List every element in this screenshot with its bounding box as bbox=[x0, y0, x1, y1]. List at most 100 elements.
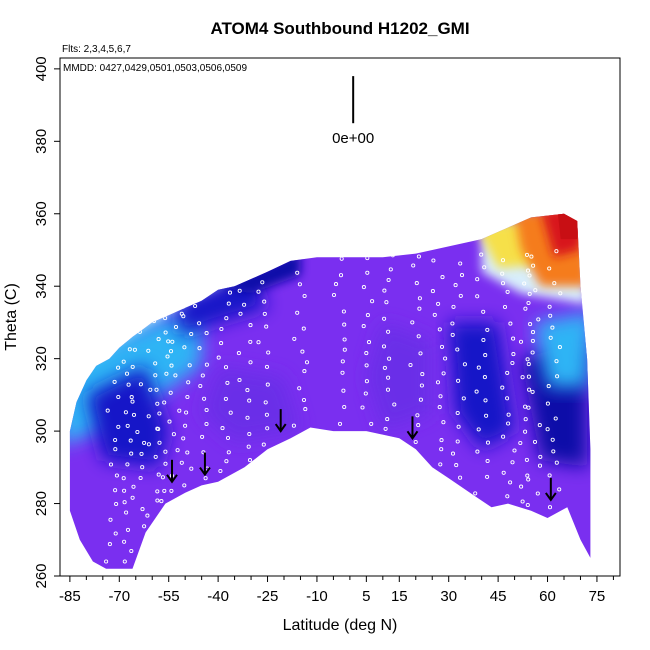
observation-marker bbox=[142, 524, 147, 529]
observation-marker bbox=[176, 254, 182, 260]
observation-marker bbox=[200, 434, 205, 439]
observation-marker bbox=[226, 253, 231, 259]
observation-marker bbox=[122, 559, 127, 564]
observation-marker bbox=[303, 407, 308, 412]
observation-marker bbox=[526, 374, 531, 379]
observation-marker bbox=[125, 423, 130, 428]
observation-marker bbox=[142, 440, 147, 445]
observation-marker bbox=[260, 280, 265, 285]
observation-marker bbox=[122, 539, 127, 544]
observation-marker bbox=[170, 339, 175, 344]
observation-marker bbox=[360, 405, 365, 410]
observation-marker bbox=[523, 404, 528, 409]
observation-marker bbox=[441, 420, 446, 425]
observation-marker bbox=[432, 312, 437, 317]
observation-marker bbox=[146, 414, 151, 419]
observation-marker bbox=[169, 272, 174, 277]
observation-marker bbox=[382, 288, 387, 293]
observation-marker bbox=[223, 396, 228, 401]
observation-marker bbox=[218, 468, 223, 474]
observation-marker bbox=[216, 355, 221, 360]
observation-marker bbox=[436, 301, 441, 306]
observation-marker bbox=[331, 292, 337, 298]
observation-marker bbox=[532, 439, 538, 444]
observation-marker bbox=[506, 412, 511, 417]
observation-marker bbox=[502, 304, 508, 310]
observation-marker bbox=[364, 363, 369, 368]
observation-marker bbox=[124, 371, 130, 376]
observation-marker bbox=[548, 335, 553, 340]
tropopause-arrow bbox=[406, 416, 419, 441]
patch-mid-2 bbox=[366, 322, 433, 432]
observation-marker bbox=[185, 450, 190, 455]
observation-marker bbox=[453, 283, 458, 288]
observation-marker bbox=[458, 293, 463, 298]
observation-marker bbox=[430, 289, 435, 294]
observation-marker bbox=[247, 458, 253, 463]
observation-marker bbox=[138, 475, 143, 481]
observation-marker bbox=[340, 370, 345, 375]
observation-marker bbox=[123, 271, 128, 276]
observation-marker bbox=[450, 451, 456, 456]
observation-marker bbox=[163, 449, 168, 454]
observation-marker bbox=[236, 266, 241, 271]
observation-marker bbox=[238, 311, 243, 316]
observation-marker bbox=[156, 337, 161, 342]
observation-marker bbox=[386, 277, 391, 283]
observation-marker bbox=[526, 300, 531, 306]
x-tick-label: -55 bbox=[158, 588, 180, 605]
observation-marker bbox=[155, 498, 160, 503]
observation-marker bbox=[476, 427, 481, 432]
observation-marker bbox=[501, 434, 506, 439]
observation-marker bbox=[130, 364, 135, 369]
observation-marker bbox=[157, 440, 162, 445]
observation-marker bbox=[387, 356, 392, 361]
observation-marker bbox=[125, 462, 130, 467]
observation-marker bbox=[546, 384, 551, 389]
observation-marker bbox=[182, 345, 187, 350]
observation-marker bbox=[505, 396, 510, 401]
observation-marker bbox=[458, 475, 463, 480]
observation-marker bbox=[382, 365, 387, 370]
observation-marker bbox=[131, 412, 137, 417]
observation-marker bbox=[439, 447, 444, 452]
observation-marker bbox=[450, 332, 455, 337]
observation-marker bbox=[153, 361, 158, 366]
observation-markers bbox=[104, 249, 563, 564]
observation-marker bbox=[136, 258, 142, 263]
observation-marker bbox=[505, 289, 510, 294]
observation-marker bbox=[506, 421, 511, 426]
observation-marker bbox=[258, 268, 263, 273]
y-tick-label: 340 bbox=[33, 274, 50, 299]
observation-marker bbox=[168, 390, 173, 395]
observation-marker bbox=[557, 487, 562, 492]
plot-frame bbox=[59, 57, 621, 577]
observation-marker bbox=[201, 450, 206, 455]
observation-marker bbox=[169, 363, 174, 368]
observation-marker bbox=[415, 413, 420, 418]
observation-marker bbox=[182, 483, 187, 488]
observation-marker bbox=[162, 488, 167, 493]
observation-marker bbox=[552, 281, 557, 286]
observation-marker bbox=[505, 370, 510, 375]
y-axis: 260 280 300 320 340 360 380 400 bbox=[33, 56, 60, 589]
tropopause-arrow bbox=[545, 477, 557, 502]
observation-marker bbox=[219, 341, 224, 346]
observation-marker bbox=[224, 459, 229, 464]
observation-marker bbox=[237, 377, 242, 383]
observation-marker bbox=[114, 473, 119, 478]
observation-marker bbox=[547, 505, 553, 510]
observation-marker bbox=[157, 411, 162, 416]
observation-marker bbox=[224, 316, 229, 321]
observation-marker bbox=[256, 340, 261, 345]
observation-marker bbox=[154, 288, 159, 294]
observation-marker bbox=[300, 349, 305, 354]
observation-marker bbox=[438, 394, 443, 399]
observation-marker bbox=[365, 313, 370, 318]
observation-marker bbox=[500, 281, 506, 286]
observation-marker bbox=[203, 476, 208, 481]
observation-marker bbox=[420, 372, 425, 377]
arrow-head bbox=[274, 423, 287, 433]
observation-marker bbox=[526, 477, 531, 482]
observation-marker bbox=[131, 249, 136, 254]
